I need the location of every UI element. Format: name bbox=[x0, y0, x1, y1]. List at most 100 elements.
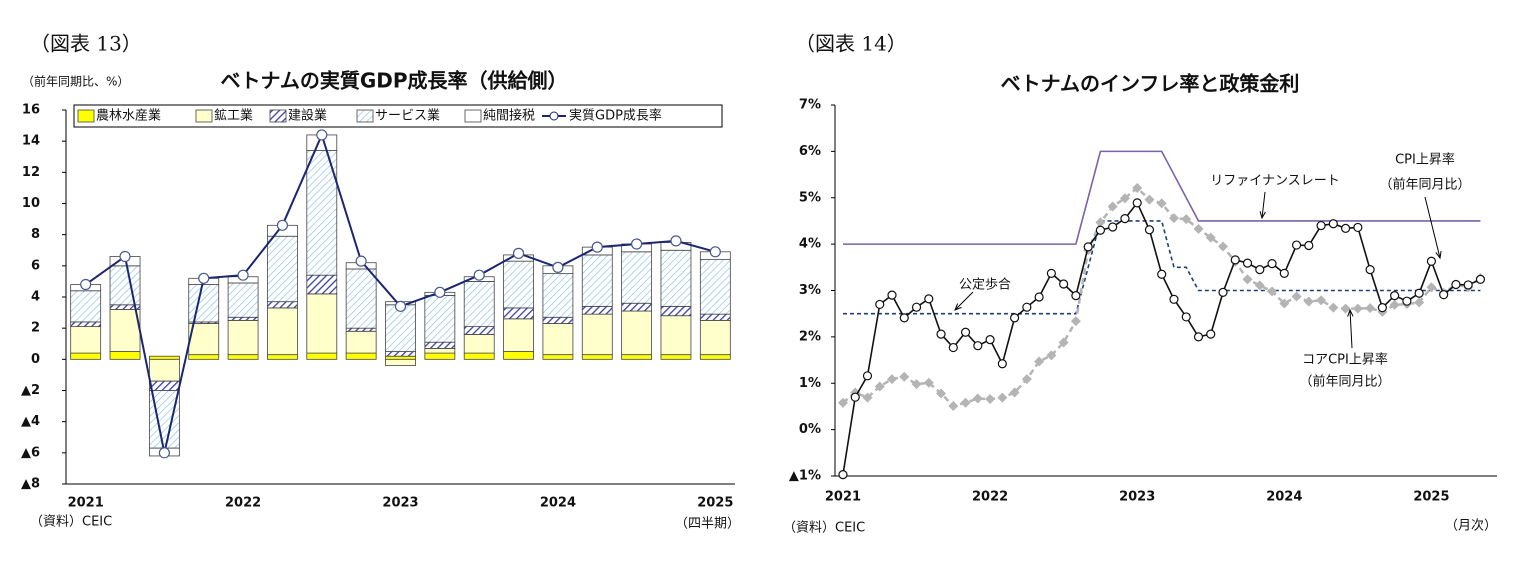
cpi-marker bbox=[1071, 291, 1081, 301]
legend-swatch bbox=[464, 109, 482, 123]
x-axis-unit: （四半期） bbox=[675, 517, 740, 532]
cpi-marker bbox=[924, 294, 934, 304]
bar-segment bbox=[267, 301, 298, 309]
cpi-marker bbox=[1144, 225, 1155, 235]
gdp-marker bbox=[237, 269, 249, 281]
core-cpi-marker bbox=[1365, 303, 1376, 314]
bar-segment bbox=[503, 318, 534, 352]
core-cpi-marker bbox=[1119, 193, 1130, 204]
y-tick-label: 8 bbox=[31, 227, 40, 242]
cpi-marker bbox=[1132, 198, 1142, 208]
legend-label: 農林水産業 bbox=[96, 108, 161, 124]
cpi-marker bbox=[1046, 268, 1056, 278]
annotation-arrow bbox=[954, 291, 974, 311]
cpi-marker bbox=[936, 329, 946, 339]
gdp-marker bbox=[80, 278, 92, 291]
bar-segment bbox=[503, 260, 534, 309]
core-cpi-marker bbox=[960, 397, 971, 408]
bar-segment bbox=[148, 380, 180, 391]
bar-segment bbox=[267, 307, 298, 356]
legend-swatch bbox=[269, 109, 287, 123]
y-tick-label: 6% bbox=[799, 144, 821, 159]
y-tick-label: 2% bbox=[799, 329, 821, 344]
core-cpi-marker bbox=[936, 388, 947, 399]
gdp-marker bbox=[119, 250, 131, 263]
bar-segment bbox=[227, 354, 259, 360]
y-tick-label: 5% bbox=[799, 190, 821, 205]
bar-segment bbox=[621, 310, 653, 356]
cpi-marker bbox=[1414, 288, 1424, 298]
bar-segment bbox=[188, 284, 220, 323]
cpi-marker bbox=[1230, 255, 1240, 265]
cpi-marker bbox=[1390, 291, 1400, 301]
gdp-marker bbox=[591, 241, 603, 253]
cpi-marker bbox=[1059, 279, 1069, 289]
core-cpi-marker bbox=[1291, 291, 1302, 302]
bar-segment bbox=[424, 352, 456, 360]
y-tick-label: 4% bbox=[799, 237, 821, 252]
bar-segment bbox=[188, 354, 220, 360]
cpi-marker bbox=[899, 313, 909, 323]
cpi-marker bbox=[1316, 220, 1326, 231]
gdp-line bbox=[85, 132, 716, 454]
cpi-marker bbox=[1181, 312, 1191, 322]
bar-segment bbox=[385, 351, 416, 357]
cpi-marker bbox=[1022, 302, 1032, 312]
core-cpi-marker bbox=[1046, 350, 1057, 361]
cpi-marker bbox=[1426, 256, 1437, 266]
bar-segment bbox=[621, 354, 653, 360]
cpi-marker bbox=[948, 342, 958, 353]
x-tick-label: 2022 bbox=[972, 490, 1008, 505]
bar-segment bbox=[660, 315, 692, 356]
bar-segment bbox=[542, 354, 574, 360]
figure-number: （図表 14） bbox=[795, 32, 907, 56]
bar-segment bbox=[699, 354, 731, 360]
cpi-marker bbox=[1377, 303, 1387, 313]
core-cpi-marker bbox=[1107, 201, 1118, 212]
bar-segment bbox=[70, 326, 102, 354]
core-cpi-marker bbox=[1340, 303, 1351, 314]
source: （資料）CEIC bbox=[30, 515, 112, 530]
bar-segment bbox=[70, 321, 102, 328]
y-tick-label: 0 bbox=[31, 352, 40, 367]
cpi-marker bbox=[1463, 280, 1473, 290]
cpi-marker bbox=[1095, 225, 1106, 235]
chart-title: ベトナムの実質GDP成長率（供給側） bbox=[220, 69, 567, 93]
bar-segment bbox=[385, 358, 416, 366]
core-cpi-marker bbox=[1181, 214, 1192, 225]
cpi-marker bbox=[1120, 214, 1130, 224]
core-cpi-marker bbox=[887, 374, 898, 385]
bar-segment bbox=[424, 295, 456, 343]
bar-segment bbox=[503, 351, 534, 360]
core-cpi-marker bbox=[1242, 274, 1253, 285]
bar-segment bbox=[463, 333, 495, 354]
core-cpi-marker bbox=[1328, 302, 1339, 313]
figure-number: （図表 13） bbox=[30, 32, 142, 56]
gdp-marker bbox=[552, 261, 564, 273]
bar-segment bbox=[109, 351, 141, 360]
cpi-marker bbox=[911, 302, 922, 312]
bar-segment bbox=[306, 293, 338, 354]
x-tick-label: 2025 bbox=[1413, 490, 1449, 505]
core-cpi-marker bbox=[1144, 194, 1155, 205]
legend-label: 純間接税 bbox=[483, 108, 535, 124]
cpi-marker bbox=[850, 392, 860, 402]
core-cpi-marker bbox=[1279, 298, 1290, 309]
core-cpi-marker bbox=[972, 393, 983, 404]
core-cpi-marker bbox=[837, 397, 848, 408]
x-axis-unit: （月次） bbox=[1445, 518, 1497, 534]
y-tick-label: 14 bbox=[22, 134, 40, 149]
cpi-marker bbox=[1279, 268, 1289, 278]
series-line bbox=[842, 150, 1481, 245]
core-cpi-marker bbox=[997, 392, 1008, 403]
cpi-marker bbox=[875, 299, 885, 310]
cpi-marker bbox=[1451, 279, 1461, 290]
gdp-marker bbox=[473, 269, 485, 281]
legend-box bbox=[73, 104, 723, 128]
core-cpi-marker bbox=[1426, 282, 1437, 293]
core-cpi-marker bbox=[1352, 303, 1363, 314]
core-cpi-marker bbox=[1132, 183, 1143, 194]
bar-segment bbox=[542, 323, 574, 356]
x-tick-label: 2024 bbox=[540, 496, 576, 511]
core-cpi-marker bbox=[1009, 387, 1020, 398]
